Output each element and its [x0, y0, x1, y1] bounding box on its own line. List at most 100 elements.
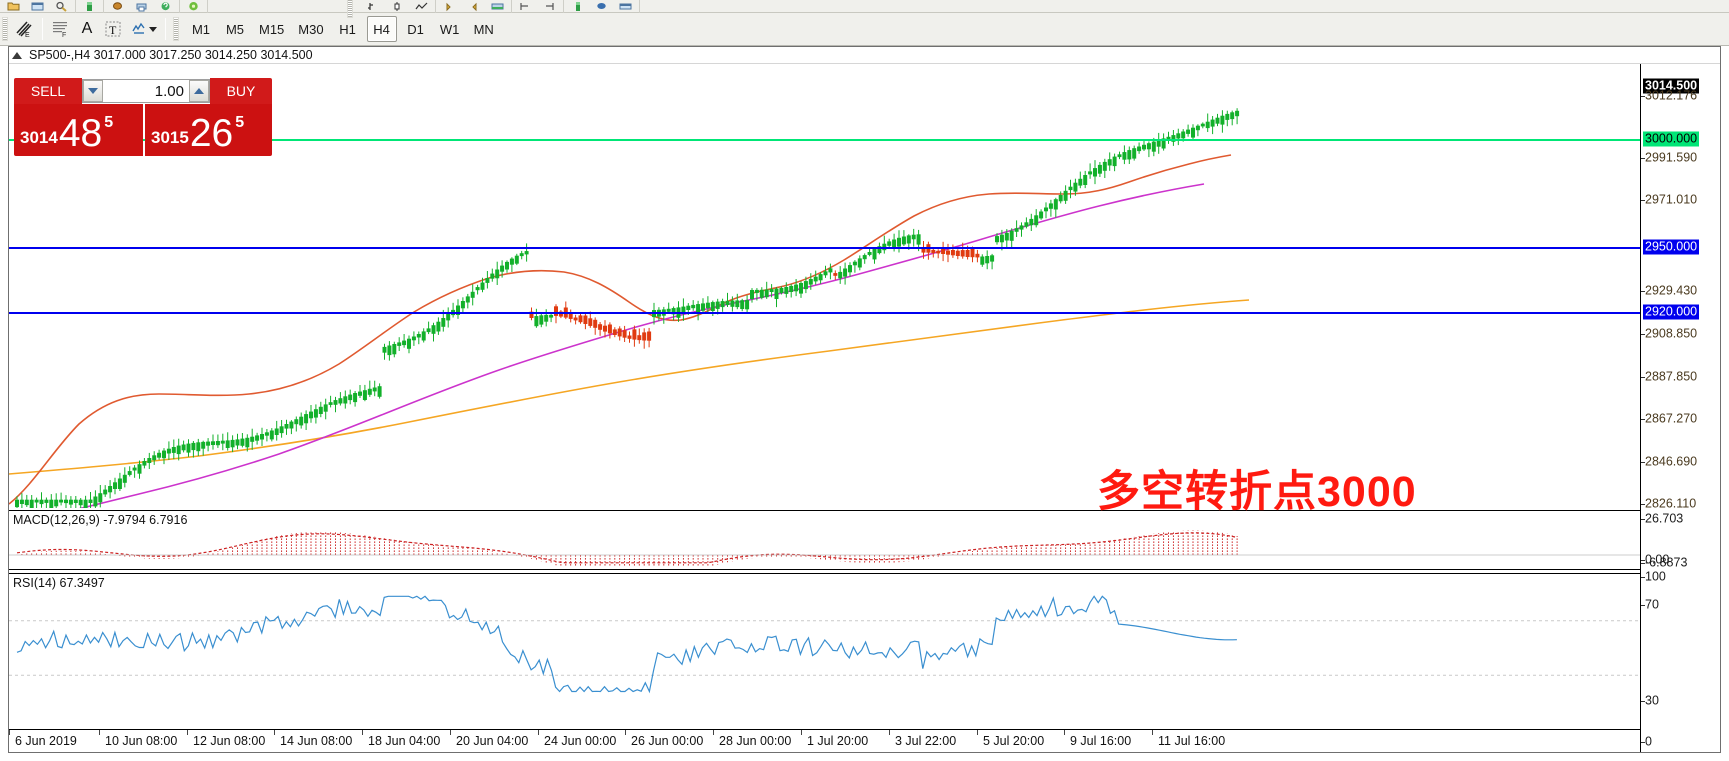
time-scale-tick — [1064, 730, 1065, 735]
toolbar-group-view[interactable] — [76, 0, 104, 13]
price-scale-label: -6.8873 — [1645, 555, 1688, 570]
toolbar-group-zoom[interactable] — [436, 0, 512, 13]
price-scale-tick — [1641, 334, 1645, 335]
price-scale-tick — [1641, 560, 1645, 561]
price-scale-label: 2887.850 — [1645, 369, 1698, 384]
sell-price-display[interactable]: 3014 48 5 — [14, 104, 143, 156]
time-scale-label: 20 Jun 04:00 — [456, 734, 529, 748]
level-3000[interactable] — [9, 139, 1640, 141]
trade-panel-prices[interactable]: 3014 48 5 3015 26 5 — [14, 104, 272, 156]
volume-input[interactable]: 1.00 — [103, 82, 189, 100]
search-icon[interactable] — [55, 1, 68, 12]
drawing-tools-icon[interactable] — [126, 16, 160, 42]
toolbar-grip[interactable] — [347, 0, 353, 18]
time-scale-label: 14 Jun 08:00 — [280, 734, 353, 748]
chevron-down-icon — [88, 88, 98, 94]
timeframe-button-m15[interactable]: M15 — [259, 21, 285, 37]
timeframe-button-h4[interactable]: H4 — [366, 16, 397, 42]
zoom-out-icon[interactable] — [467, 1, 480, 12]
toolbar-grip-timeframes[interactable] — [173, 17, 179, 41]
toolbar-group-shift[interactable] — [512, 0, 564, 13]
toolbar-group-profiles[interactable] — [104, 0, 180, 13]
toolbar-group-expert[interactable] — [180, 0, 208, 13]
trade-panel-header[interactable]: SELL 1.00 BUY — [14, 78, 272, 104]
macd-pane[interactable]: MACD(12,26,9) -7.9794 6.7916 — [9, 510, 1640, 570]
level-2920[interactable] — [9, 312, 1640, 314]
timeframe-button-m1[interactable]: M1 — [191, 21, 211, 37]
folder-icon[interactable] — [7, 1, 20, 12]
chevron-up-icon — [194, 88, 204, 94]
timeframe-button-m5[interactable]: M5 — [225, 21, 245, 37]
toolbar-secondary[interactable] — [0, 0, 1729, 18]
chart-window[interactable]: SP500-,H4 3017.000 3017.250 3014.250 301… — [8, 46, 1721, 753]
time-scale-label: 24 Jun 00:00 — [544, 734, 617, 748]
ma-orange-line — [9, 299, 1250, 475]
price-pane[interactable] — [9, 64, 1640, 508]
price-scale-label: 3000.000 — [1643, 131, 1700, 147]
toolbar-separator-2 — [165, 18, 166, 40]
expert-advisors-icon[interactable]: E — [11, 16, 37, 42]
time-scale-label: 9 Jul 16:00 — [1070, 734, 1132, 748]
indicator-list-icon[interactable]: F — [48, 16, 74, 42]
template-icon[interactable] — [619, 1, 632, 12]
timeframe-button-mn[interactable]: MN — [473, 21, 494, 37]
print-icon[interactable] — [135, 1, 148, 12]
volume-increase-button[interactable] — [189, 80, 209, 102]
text-object-glyph: T — [105, 21, 121, 37]
chart-autoscale-icon[interactable] — [543, 1, 556, 12]
volume-decrease-button[interactable] — [83, 80, 103, 102]
volume-stepper[interactable]: 1.00 — [82, 79, 210, 103]
bar-chart-icon[interactable] — [367, 1, 380, 12]
indicators-icon[interactable] — [571, 1, 584, 12]
timeframe-button-d1[interactable]: D1 — [407, 21, 424, 37]
chart-collapse-icon[interactable] — [12, 51, 22, 59]
toolbar-separator-1 — [42, 18, 43, 40]
expert-advisor-icon[interactable] — [187, 1, 200, 12]
timeframe-button-h1[interactable]: H1 — [339, 21, 356, 37]
toolbar-grip-main[interactable] — [2, 17, 8, 41]
candlestick-series — [15, 108, 1240, 508]
time-scale-label: 3 Jul 22:00 — [895, 734, 957, 748]
level-2950[interactable] — [9, 247, 1640, 249]
help-icon[interactable] — [159, 1, 172, 12]
chart-title: SP500-,H4 3017.000 3017.250 3014.250 301… — [29, 48, 313, 62]
price-scale-tick — [1641, 519, 1645, 520]
time-scale-label: 12 Jun 08:00 — [193, 734, 266, 748]
sell-price-lead: 3014 — [20, 128, 58, 147]
price-scale-label: 2950.000 — [1643, 239, 1700, 255]
timeframe-group[interactable]: M1 M5 M15 M30 H1 H4 D1 W1 MN — [186, 16, 499, 42]
buy-button[interactable]: BUY — [210, 78, 272, 104]
time-scale-label: 1 Jul 20:00 — [807, 734, 869, 748]
toolbar-group-charttype[interactable] — [338, 0, 436, 18]
price-scale-tick — [1641, 291, 1645, 292]
chart-shift-icon[interactable] — [519, 1, 532, 12]
timeframe-button-w1[interactable]: W1 — [439, 21, 460, 37]
grid-icon[interactable] — [83, 1, 96, 12]
one-click-trading-panel[interactable]: SELL 1.00 BUY 3014 48 5 — [14, 78, 272, 156]
time-scale[interactable]: 6 Jun 2019 10 Jun 08:00 12 Jun 08:00 14 Jun… — [9, 729, 1640, 752]
rsi-pane[interactable]: RSI(14) 67.3497 — [9, 573, 1640, 748]
new-chart-icon[interactable] — [31, 1, 44, 12]
toolbar-group-indicators[interactable] — [564, 0, 640, 13]
text-label-icon[interactable]: A — [81, 20, 93, 37]
price-scale-tick — [1641, 701, 1645, 702]
time-scale-label: 10 Jun 08:00 — [105, 734, 178, 748]
chart-body[interactable]: MACD(12,26,9) -7.9794 6.7916 RSI(14) 67.… — [9, 64, 1720, 752]
period-separator-icon[interactable] — [595, 1, 608, 12]
toolbar-group-file[interactable] — [0, 0, 76, 13]
line-chart-icon[interactable] — [415, 1, 428, 12]
price-scale-tick — [1641, 377, 1645, 378]
toolbar-primary[interactable]: E F A T M1 M5 M15 M30 H1 H4 D1 W1 MN — [0, 13, 1729, 46]
zoom-in-icon[interactable] — [443, 1, 456, 12]
time-scale-tick — [274, 730, 275, 735]
timeframe-button-m30[interactable]: M30 — [298, 21, 324, 37]
text-object-icon[interactable]: T — [100, 16, 126, 42]
price-scale[interactable]: 3014.500 3012.176 3000.000 2991.590 2971.010… — [1640, 64, 1720, 752]
chevron-down-icon[interactable] — [148, 26, 157, 32]
price-scale-label: 70 — [1645, 597, 1659, 612]
buy-price-display[interactable]: 3015 26 5 — [144, 104, 272, 156]
profiles-icon[interactable] — [111, 1, 124, 12]
candlestick-icon[interactable] — [391, 1, 404, 12]
sell-button[interactable]: SELL — [14, 78, 82, 104]
autoscroll-icon[interactable] — [491, 1, 504, 12]
